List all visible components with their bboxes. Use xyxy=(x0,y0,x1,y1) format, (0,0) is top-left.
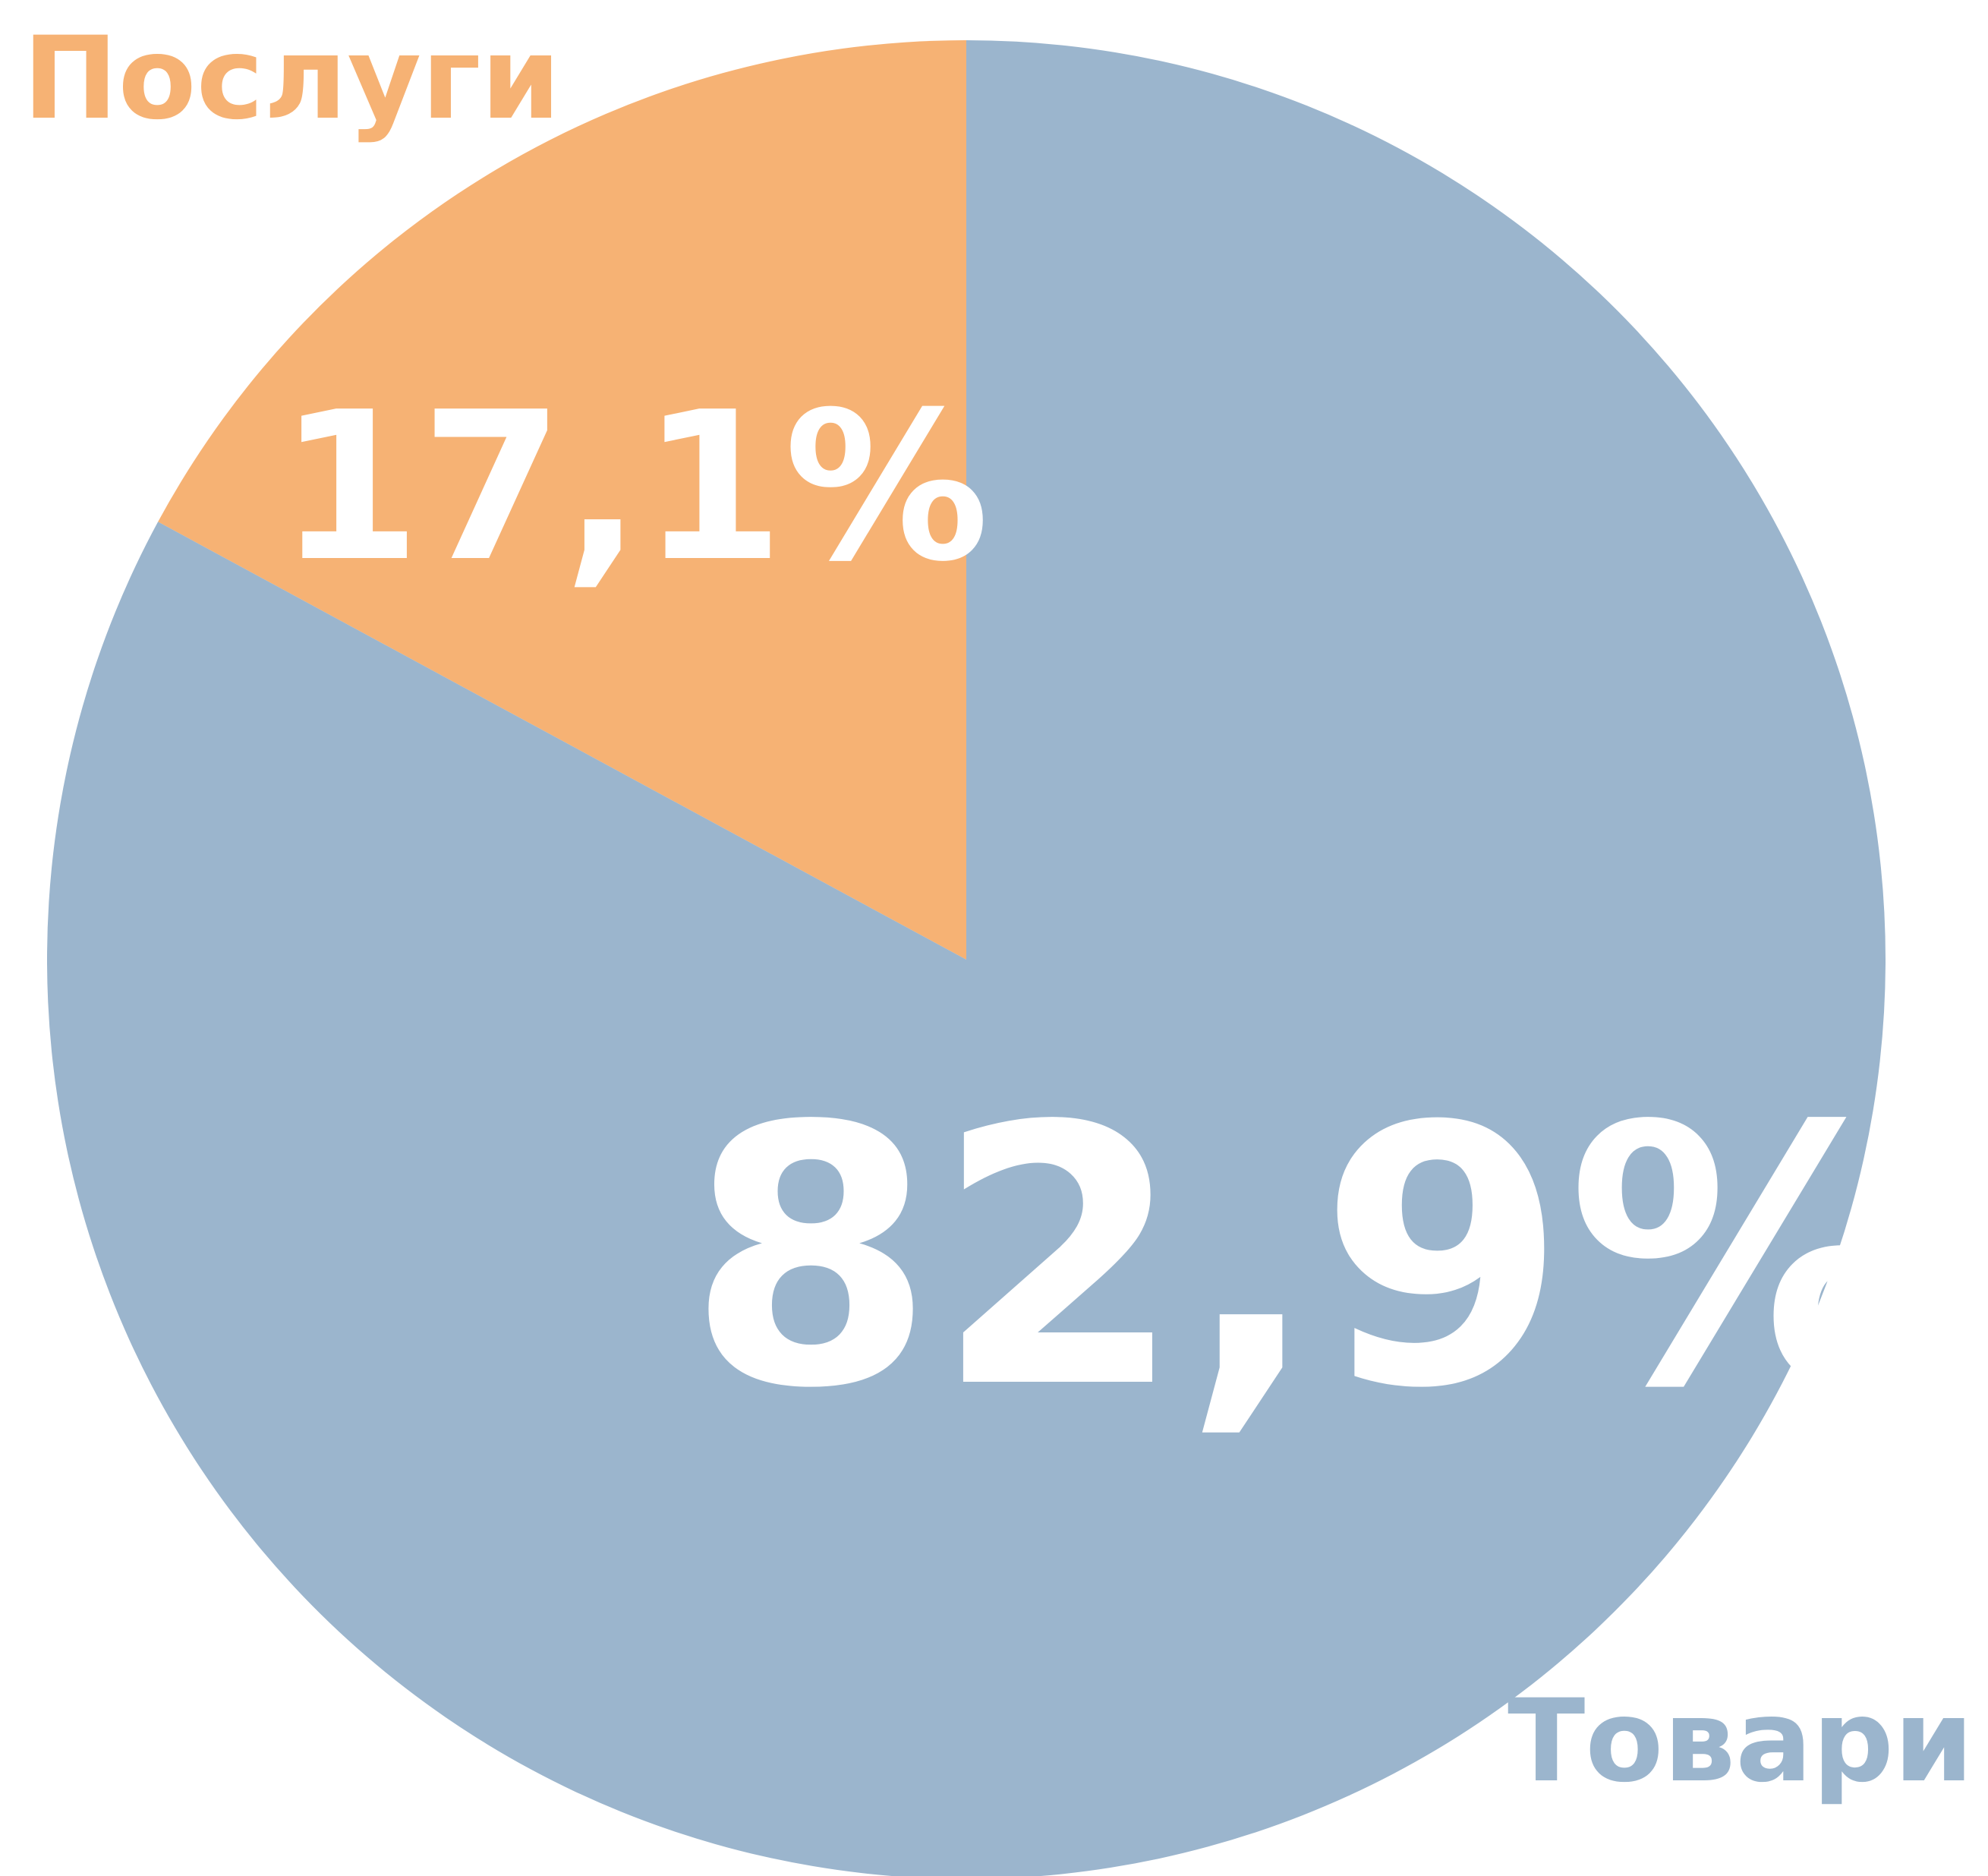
category-label: Товари xyxy=(1508,1676,1974,1808)
value-label: 82,9% xyxy=(687,1051,1925,1466)
value-label: 17,1% xyxy=(279,367,990,607)
pie-slice xyxy=(158,40,966,960)
pie-slice xyxy=(47,40,1886,1876)
category-label: Послуги xyxy=(23,13,561,145)
